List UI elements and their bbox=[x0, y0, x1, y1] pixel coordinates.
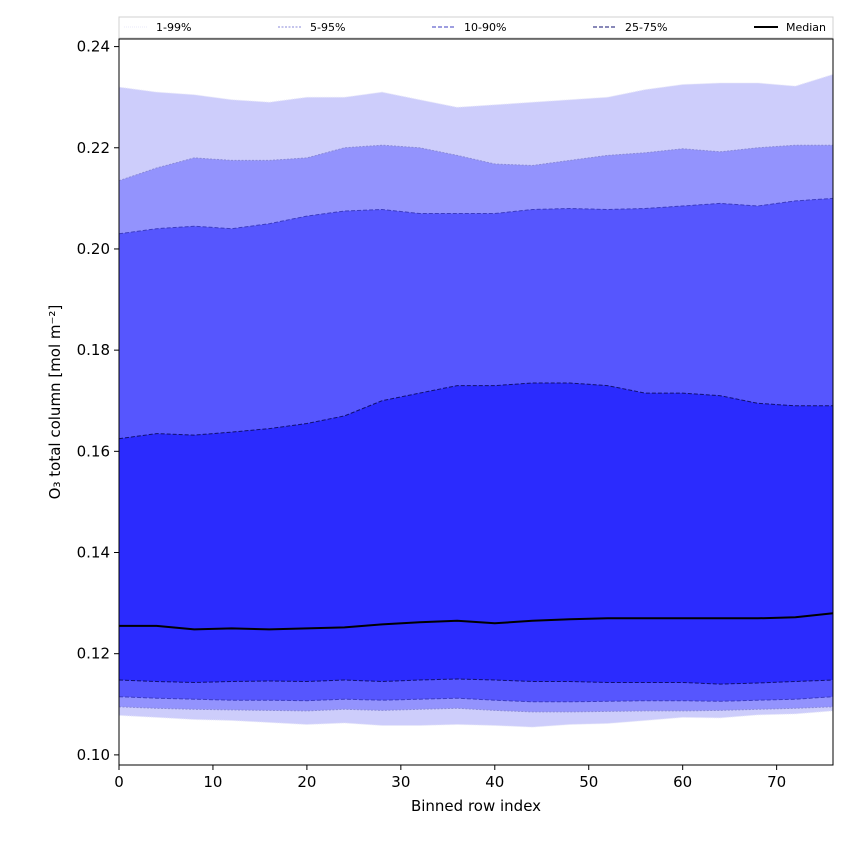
legend: 1-99% 5-95% 10-90% 25-75% Median bbox=[118, 16, 834, 39]
legend-box bbox=[118, 16, 834, 39]
x-tick-label: 40 bbox=[485, 773, 504, 791]
y-tick-label: 0.22 bbox=[77, 139, 110, 157]
median-layer bbox=[119, 612, 834, 631]
x-axis: 0 10 20 30 40 50 60 70 bbox=[114, 765, 786, 791]
y-tick-label: 0.24 bbox=[77, 38, 110, 56]
y-axis-label: O₃ total column [mol m⁻²] bbox=[46, 305, 64, 500]
x-axis-label: Binned row index bbox=[411, 797, 541, 815]
legend-label: 25-75% bbox=[625, 21, 667, 34]
legend-label: Median bbox=[786, 21, 826, 34]
band-3-upper-edge bbox=[118, 382, 833, 440]
band-0-upper-edge bbox=[118, 73, 834, 108]
band-2-upper-edge bbox=[118, 197, 834, 235]
y-tick-label: 0.20 bbox=[77, 240, 110, 258]
median-line bbox=[119, 612, 834, 631]
y-tick-label: 0.18 bbox=[77, 341, 110, 359]
y-axis: 0.10 0.12 0.14 0.16 0.18 0.20 0.22 0.24 bbox=[77, 38, 119, 764]
x-tick-label: 50 bbox=[579, 773, 598, 791]
band-1-upper-edge bbox=[118, 144, 833, 182]
x-tick-label: 60 bbox=[673, 773, 692, 791]
legend-label: 5-95% bbox=[310, 21, 345, 34]
legend-label: 10-90% bbox=[464, 21, 506, 34]
x-tick-label: 0 bbox=[114, 773, 124, 791]
y-tick-label: 0.16 bbox=[77, 442, 110, 460]
band-1-lower-edge bbox=[118, 706, 834, 713]
band-3 bbox=[119, 383, 833, 685]
x-tick-label: 70 bbox=[767, 773, 786, 791]
y-tick-label: 0.10 bbox=[77, 746, 110, 764]
legend-label: 1-99% bbox=[156, 21, 191, 34]
x-tick-label: 10 bbox=[203, 773, 222, 791]
bands-layer bbox=[118, 73, 834, 728]
x-tick-label: 30 bbox=[391, 773, 410, 791]
y-tick-label: 0.12 bbox=[77, 645, 110, 663]
band-2-lower-edge bbox=[118, 696, 834, 703]
band-3-lower-edge bbox=[118, 678, 834, 685]
plot-frame bbox=[118, 38, 834, 766]
x-tick-label: 20 bbox=[297, 773, 316, 791]
y-tick-label: 0.14 bbox=[77, 544, 110, 562]
